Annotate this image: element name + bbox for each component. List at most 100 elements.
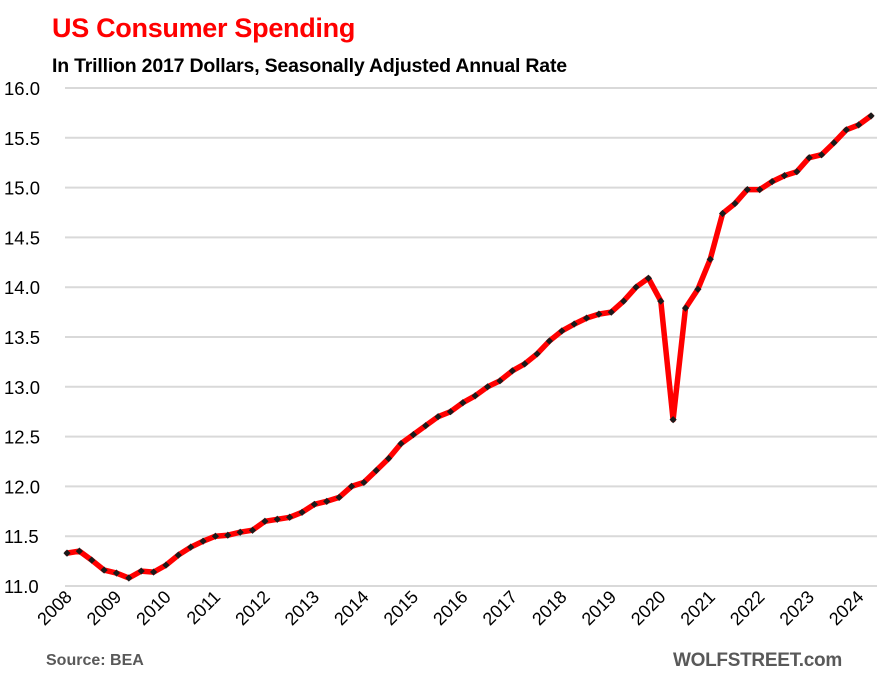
- y-tick-label: 11.0: [4, 576, 39, 597]
- x-tick-label: 2009: [83, 587, 125, 629]
- x-tick-label: 2020: [627, 587, 669, 629]
- data-point: [669, 416, 677, 424]
- data-point: [174, 551, 182, 559]
- source-note: Source: BEA: [46, 652, 144, 669]
- x-tick-label: 2010: [132, 587, 174, 629]
- data-point: [632, 283, 640, 291]
- data-point: [409, 431, 417, 439]
- data-point: [211, 532, 220, 540]
- data-point: [793, 168, 801, 176]
- data-point: [731, 199, 739, 208]
- x-tick-label: 2008: [33, 587, 75, 629]
- data-point: [743, 185, 751, 194]
- data-point: [372, 466, 380, 475]
- data-point: [855, 121, 863, 129]
- y-tick-label: 13.5: [4, 327, 40, 348]
- data-point: [483, 383, 492, 391]
- data-point: [162, 561, 170, 569]
- data-point: [100, 566, 108, 574]
- data-point: [360, 478, 368, 487]
- data-point: [347, 482, 356, 490]
- data-point: [273, 515, 281, 523]
- data-point: [558, 327, 566, 335]
- x-tick-label: 2017: [479, 587, 521, 629]
- data-point: [75, 547, 83, 555]
- y-tick-label: 14.5: [4, 227, 40, 248]
- data-point: [137, 567, 145, 575]
- data-point: [644, 274, 652, 282]
- data-point: [323, 497, 331, 505]
- gridlines: [65, 87, 877, 587]
- data-point: [681, 304, 690, 312]
- x-tick-label: 2022: [726, 587, 768, 629]
- data-point: [446, 408, 455, 416]
- data-point: [88, 556, 96, 564]
- x-tick-label: 2011: [183, 587, 225, 629]
- data-point: [335, 493, 343, 501]
- x-tick-label: 2018: [528, 587, 570, 629]
- data-point: [459, 399, 467, 407]
- x-tick-label: 2024: [825, 587, 867, 629]
- x-tick-label: 2012: [231, 587, 273, 629]
- data-point: [286, 513, 294, 521]
- y-tick-label: 11.5: [4, 526, 39, 547]
- x-tick-label: 2023: [776, 587, 818, 629]
- data-point: [657, 297, 665, 305]
- data-point: [570, 320, 578, 328]
- data-point: [582, 314, 591, 322]
- data-point: [248, 526, 257, 534]
- x-tick-label: 2014: [330, 587, 372, 629]
- data-point: [236, 528, 244, 536]
- data-point: [780, 172, 789, 180]
- data-point: [545, 337, 554, 345]
- data-point: [310, 500, 318, 508]
- data-point: [397, 439, 405, 448]
- data-point: [261, 517, 269, 525]
- data-point: [187, 543, 195, 551]
- x-tick-label: 2019: [578, 587, 620, 629]
- chart-subtitle: In Trillion 2017 Dollars, Seasonally Adj…: [52, 55, 567, 77]
- data-point: [533, 350, 541, 358]
- data-point: [867, 112, 875, 120]
- data-point: [830, 139, 838, 147]
- data-point: [496, 377, 504, 385]
- data-point: [521, 360, 529, 368]
- y-tick-label: 14.0: [4, 277, 40, 298]
- series-group: [63, 112, 875, 582]
- data-point: [63, 549, 71, 557]
- data-point: [694, 285, 702, 293]
- y-tick-label: 16.0: [4, 78, 40, 99]
- data-point: [706, 255, 714, 263]
- x-tick-label: 2021: [677, 587, 719, 629]
- y-axis-ticks: 11.0 11.5 12.0 12.5 13.0 13.5 14.0 14.5 15.0 15.5…: [4, 78, 40, 597]
- data-point: [112, 569, 121, 577]
- data-point: [756, 185, 764, 194]
- x-tick-label: 2016: [429, 587, 471, 629]
- y-tick-label: 15.5: [4, 128, 40, 149]
- chart-title: US Consumer Spending: [52, 13, 356, 43]
- data-point: [224, 531, 232, 539]
- series-line: [64, 113, 874, 581]
- data-point: [595, 310, 603, 318]
- data-point: [805, 154, 813, 162]
- data-point: [817, 151, 826, 159]
- data-point: [298, 508, 306, 516]
- data-point: [199, 537, 207, 545]
- brand-watermark: WOLFSTREET.com: [673, 650, 842, 671]
- y-tick-label: 12.5: [4, 427, 40, 448]
- data-point: [508, 367, 516, 375]
- data-point: [620, 297, 628, 305]
- data-point: [385, 454, 393, 463]
- data-point: [719, 209, 727, 218]
- x-axis-ticks: 2008 2009 2010 2011 2012 2013 2014 2015 2016 2017…: [33, 587, 867, 629]
- y-tick-label: 12.0: [4, 476, 40, 497]
- data-point: [471, 392, 479, 400]
- y-tick-label: 15.0: [4, 178, 40, 199]
- data-point: [434, 413, 442, 421]
- data-point: [768, 178, 776, 186]
- x-tick-label: 2013: [281, 587, 323, 629]
- data-point: [842, 126, 850, 134]
- y-tick-label: 13.0: [4, 377, 40, 398]
- x-tick-label: 2015: [380, 587, 422, 629]
